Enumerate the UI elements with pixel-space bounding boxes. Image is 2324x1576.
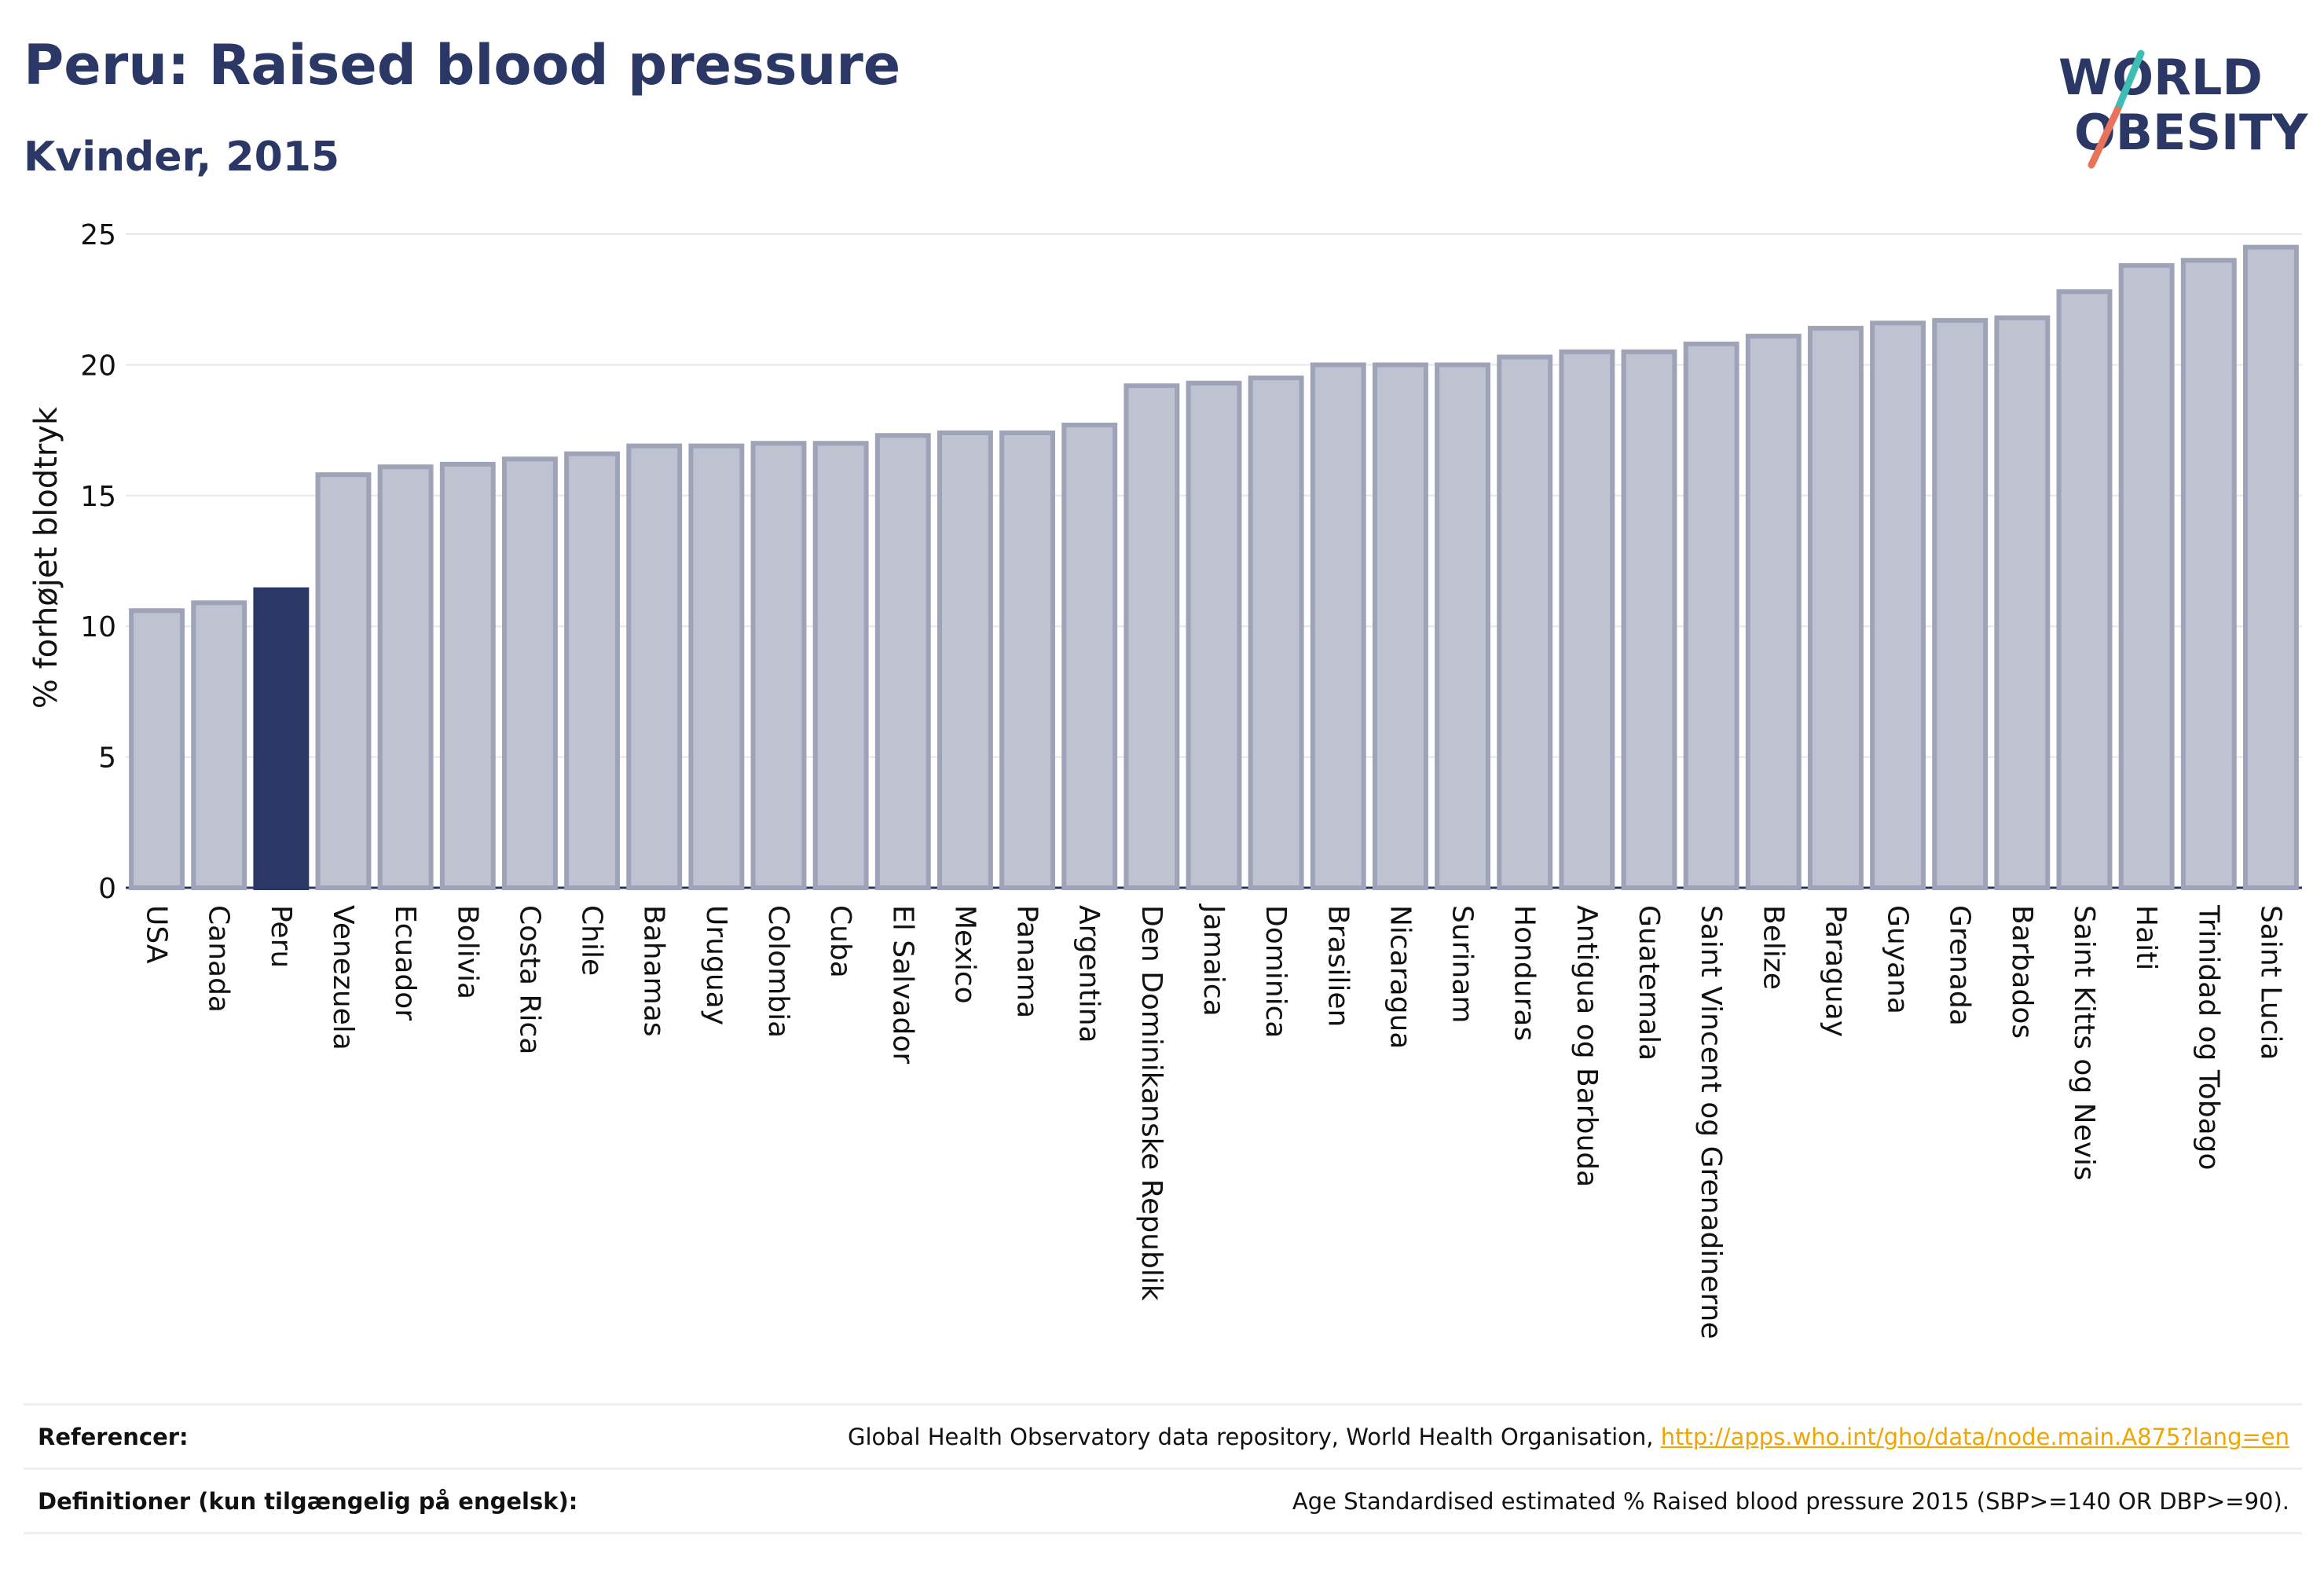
references-label: Referencer: — [38, 1424, 189, 1450]
bar-el-salvador[interactable] — [874, 433, 931, 890]
logo-slash-coral — [2088, 106, 2121, 169]
x-tick-label: Panama — [1011, 905, 1043, 1018]
y-tick-label: 5 — [98, 742, 116, 775]
x-tick-label: Brasilien — [1321, 905, 1354, 1027]
x-tick-label: Canada — [203, 905, 235, 1013]
bar-saint-lucia[interactable] — [2242, 244, 2299, 890]
footer-divider — [24, 1532, 2302, 1534]
references-value: Global Health Observatory data repositor… — [848, 1424, 2302, 1450]
bar-canada[interactable] — [191, 600, 247, 890]
x-tick-label: Paraguay — [1819, 905, 1851, 1037]
y-tick-label: 25 — [80, 219, 116, 251]
x-tick-label: USA — [141, 905, 173, 964]
bar-panama[interactable] — [999, 430, 1056, 890]
y-tick-label: 10 — [80, 611, 116, 643]
bar-uruguay[interactable] — [688, 443, 745, 890]
y-tick-label: 0 — [98, 873, 116, 905]
bar-trinidad-og-tobago[interactable] — [2180, 258, 2237, 890]
bar-ecuador[interactable] — [377, 464, 434, 890]
x-tick-label: Den Dominikanske Republik — [1135, 905, 1167, 1301]
references-link[interactable]: http://apps.who.int/gho/data/node.main.A… — [1660, 1424, 2289, 1450]
x-tick-label: Colombia — [762, 905, 794, 1038]
bar-mexico[interactable] — [937, 430, 993, 890]
y-tick-label: 20 — [80, 350, 116, 382]
logo-slash-teal — [2113, 49, 2145, 114]
bar-nicaragua[interactable] — [1372, 362, 1428, 890]
x-tick-label: Costa Rica — [513, 905, 545, 1054]
x-tick-label: Haiti — [2130, 905, 2162, 970]
bar-chile[interactable] — [564, 451, 621, 890]
x-tick-label: Uruguay — [700, 905, 732, 1025]
bar-dominica[interactable] — [1248, 376, 1304, 891]
x-tick-label: Guyana — [1882, 905, 1914, 1014]
y-axis: 0 5 10 15 20 25 — [80, 219, 116, 905]
bar-saint-vincent-og-grenadinerne[interactable] — [1683, 341, 1739, 890]
definitions-label: Definitioner (kun tilgængelig på engelsk… — [38, 1488, 578, 1515]
page-title: Peru: Raised blood pressure — [24, 33, 901, 97]
bar-bolivia[interactable] — [439, 461, 496, 890]
x-tick-label: Ecuador — [389, 905, 421, 1021]
bar-den-dominikanske-republik[interactable] — [1124, 383, 1180, 890]
bar-jamaica[interactable] — [1186, 380, 1242, 891]
x-axis-labels: USA Canada Peru Venezuela Ecuador Bolivia Cost… — [141, 903, 2287, 1339]
definitions-text: Age Standardised estimated % Raised bloo… — [1292, 1488, 2289, 1515]
definitions-row: Definitioner (kun tilgængelig på engelsk… — [24, 1468, 2302, 1533]
references-text: Global Health Observatory data repositor… — [847, 1424, 1661, 1450]
y-axis-label: % forhøjet blodtryk — [28, 406, 64, 709]
logo-line1: WORLD — [2058, 49, 2263, 106]
bar-chart: 0 5 10 15 20 25 USA Canada Peru Venezuela Ecuador… — [28, 219, 2302, 1339]
y-tick-label: 15 — [80, 481, 116, 513]
bar-venezuela[interactable] — [315, 472, 372, 890]
bar-costa-rica[interactable] — [501, 456, 558, 890]
x-tick-label: Bolivia — [451, 905, 483, 999]
bar-guatemala[interactable] — [1621, 349, 1677, 890]
x-tick-label: Belize — [1757, 905, 1789, 990]
x-tick-label: Surinam — [1446, 905, 1479, 1023]
x-tick-label: Trinidad og Tobago — [2192, 904, 2224, 1171]
bar-antigua-og-barbuda[interactable] — [1559, 349, 1615, 890]
x-tick-label: Venezuela — [327, 905, 359, 1050]
x-tick-label: Mexico — [948, 905, 981, 1004]
bar-cuba[interactable] — [812, 441, 869, 890]
x-tick-label: Guatemala — [1633, 905, 1665, 1061]
x-tick-label: Honduras — [1508, 905, 1541, 1041]
bar-usa[interactable] — [129, 608, 185, 890]
bar-peru[interactable] — [253, 587, 310, 890]
bar-argentina[interactable] — [1061, 422, 1118, 890]
x-tick-label: Argentina — [1073, 905, 1105, 1043]
x-tick-label: Barbados — [2006, 905, 2038, 1039]
bar-bahamas[interactable] — [626, 443, 683, 890]
x-tick-label: Nicaragua — [1384, 905, 1416, 1049]
x-tick-label: Antigua og Barbuda — [1571, 905, 1603, 1187]
world-obesity-logo: WORLD OBESITY — [2058, 49, 2308, 169]
x-tick-label: Bahamas — [638, 905, 670, 1037]
x-tick-label: Chile — [576, 905, 608, 976]
x-tick-label: El Salvador — [886, 905, 918, 1064]
references-row: Referencer: Global Health Observatory da… — [24, 1403, 2302, 1468]
bar-guyana[interactable] — [1870, 321, 1926, 891]
bar-haiti[interactable] — [2118, 262, 2175, 891]
x-tick-label: Dominica — [1259, 905, 1292, 1039]
x-tick-label: Saint Vincent og Grenadinerne — [1695, 905, 1727, 1339]
bar-honduras[interactable] — [1497, 354, 1553, 890]
bar-surinam[interactable] — [1435, 362, 1491, 890]
x-tick-label: Grenada — [1944, 905, 1976, 1026]
page-subtitle: Kvinder, 2015 — [24, 134, 340, 181]
bar-grenada[interactable] — [1932, 317, 1989, 891]
x-tick-label: Peru — [265, 905, 297, 968]
bar-saint-kitts-og-nevis[interactable] — [2056, 289, 2113, 890]
bar-colombia[interactable] — [750, 441, 807, 890]
x-tick-label: Jamaica — [1197, 903, 1230, 1017]
bar-brasilien[interactable] — [1310, 362, 1366, 890]
x-tick-label: Saint Lucia — [2254, 905, 2286, 1060]
bars — [129, 244, 2299, 891]
x-tick-label: Saint Kitts og Nevis — [2068, 905, 2100, 1181]
x-tick-label: Cuba — [824, 905, 856, 978]
bar-belize[interactable] — [1745, 333, 1802, 890]
bar-barbados[interactable] — [1994, 315, 2051, 891]
bar-paraguay[interactable] — [1807, 325, 1864, 891]
